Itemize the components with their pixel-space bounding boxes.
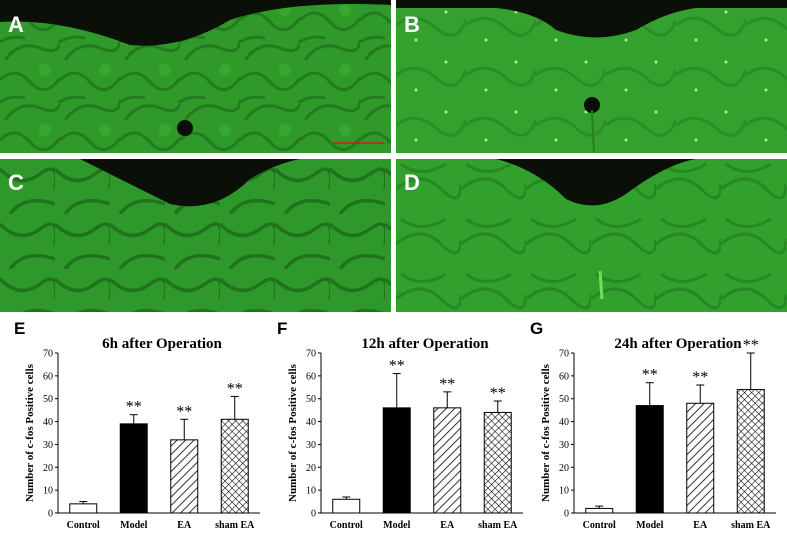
y-tick-label: 50 (306, 394, 316, 405)
y-axis-label: Number of c-fos Positive cells (24, 363, 36, 502)
bar-control (332, 498, 361, 514)
y-tick-label: 10 (306, 486, 316, 497)
y-tick-label: 20 (43, 463, 53, 474)
bar-ea (433, 407, 462, 514)
significance-marker: ** (642, 367, 658, 384)
micrograph-d: D (396, 159, 787, 312)
y-tick-label: 30 (43, 440, 53, 451)
significance-marker: ** (692, 369, 708, 386)
bar-ea (686, 402, 715, 514)
y-tick-label: 40 (43, 417, 53, 428)
panel-label-c: C (8, 170, 24, 195)
chart-title: 12h after Operation (361, 336, 489, 352)
y-tick-label: 50 (559, 394, 569, 405)
bar-model (119, 423, 148, 514)
y-tick-label: 0 (311, 509, 316, 520)
significance-marker: ** (176, 403, 192, 420)
y-tick-label: 70 (559, 349, 569, 360)
chart-f: 12h after Operation Number of c-fos Posit… (287, 336, 523, 531)
y-tick-label: 60 (306, 371, 316, 382)
x-tick-label: sham EA (478, 520, 518, 531)
bar-model (635, 405, 664, 514)
y-tick-label: 20 (306, 463, 316, 474)
bar-model (382, 407, 411, 514)
bar-sham-ea (736, 389, 765, 514)
micrograph-b: B (396, 0, 787, 153)
y-tick-label: 30 (306, 440, 316, 451)
significance-marker: ** (389, 358, 405, 375)
panel-label-d: D (404, 170, 420, 195)
bar-sham-ea (220, 418, 249, 514)
panel-label-a: A (8, 12, 24, 37)
micrograph-a: A (0, 0, 391, 153)
x-tick-label: EA (440, 520, 455, 531)
y-tick-label: 30 (559, 440, 569, 451)
bar-control (585, 507, 614, 514)
chart-label-g: G (530, 319, 544, 338)
bar-sham-ea (483, 411, 512, 514)
y-axis-label: Number of c-fos Positive cells (287, 363, 299, 502)
x-tick-label: Model (636, 520, 663, 531)
micrograph-c: C (0, 159, 391, 312)
chart-title: 6h after Operation (102, 336, 222, 352)
x-tick-label: Control (330, 520, 363, 531)
bar-control (69, 503, 98, 514)
bar-ea (170, 439, 199, 514)
y-tick-label: 10 (559, 486, 569, 497)
y-tick-label: 40 (306, 417, 316, 428)
x-tick-label: sham EA (731, 520, 771, 531)
y-tick-label: 10 (43, 486, 53, 497)
x-tick-label: Model (120, 520, 147, 531)
y-tick-label: 0 (564, 509, 569, 520)
significance-marker: ** (490, 385, 506, 402)
x-tick-label: Control (583, 520, 616, 531)
y-axis-label: Number of c-fos Positive cells (540, 363, 552, 502)
significance-marker: ** (126, 399, 142, 416)
y-tick-label: 60 (559, 371, 569, 382)
chart-title: 24h after Operation (614, 336, 742, 352)
x-tick-label: Model (383, 520, 410, 531)
x-tick-label: EA (177, 520, 192, 531)
y-tick-label: 70 (43, 349, 53, 360)
y-tick-label: 60 (43, 371, 53, 382)
chart-label-e: E (14, 319, 26, 338)
significance-marker: ** (439, 376, 455, 393)
x-tick-label: EA (693, 520, 708, 531)
significance-marker: ** (743, 337, 759, 354)
y-tick-label: 0 (48, 509, 53, 520)
x-tick-label: sham EA (215, 520, 255, 531)
x-tick-label: Control (67, 520, 100, 531)
chart-label-f: F (277, 319, 288, 338)
y-tick-label: 20 (559, 463, 569, 474)
panel-label-b: B (404, 12, 420, 37)
chart-g: 24h after Operation Number of c-fos Posit… (540, 336, 776, 531)
chart-e: 6h after Operation Number of c-fos Positi… (24, 336, 260, 531)
y-tick-label: 50 (43, 394, 53, 405)
significance-marker: ** (227, 380, 243, 397)
y-tick-label: 70 (306, 349, 316, 360)
y-tick-label: 40 (559, 417, 569, 428)
